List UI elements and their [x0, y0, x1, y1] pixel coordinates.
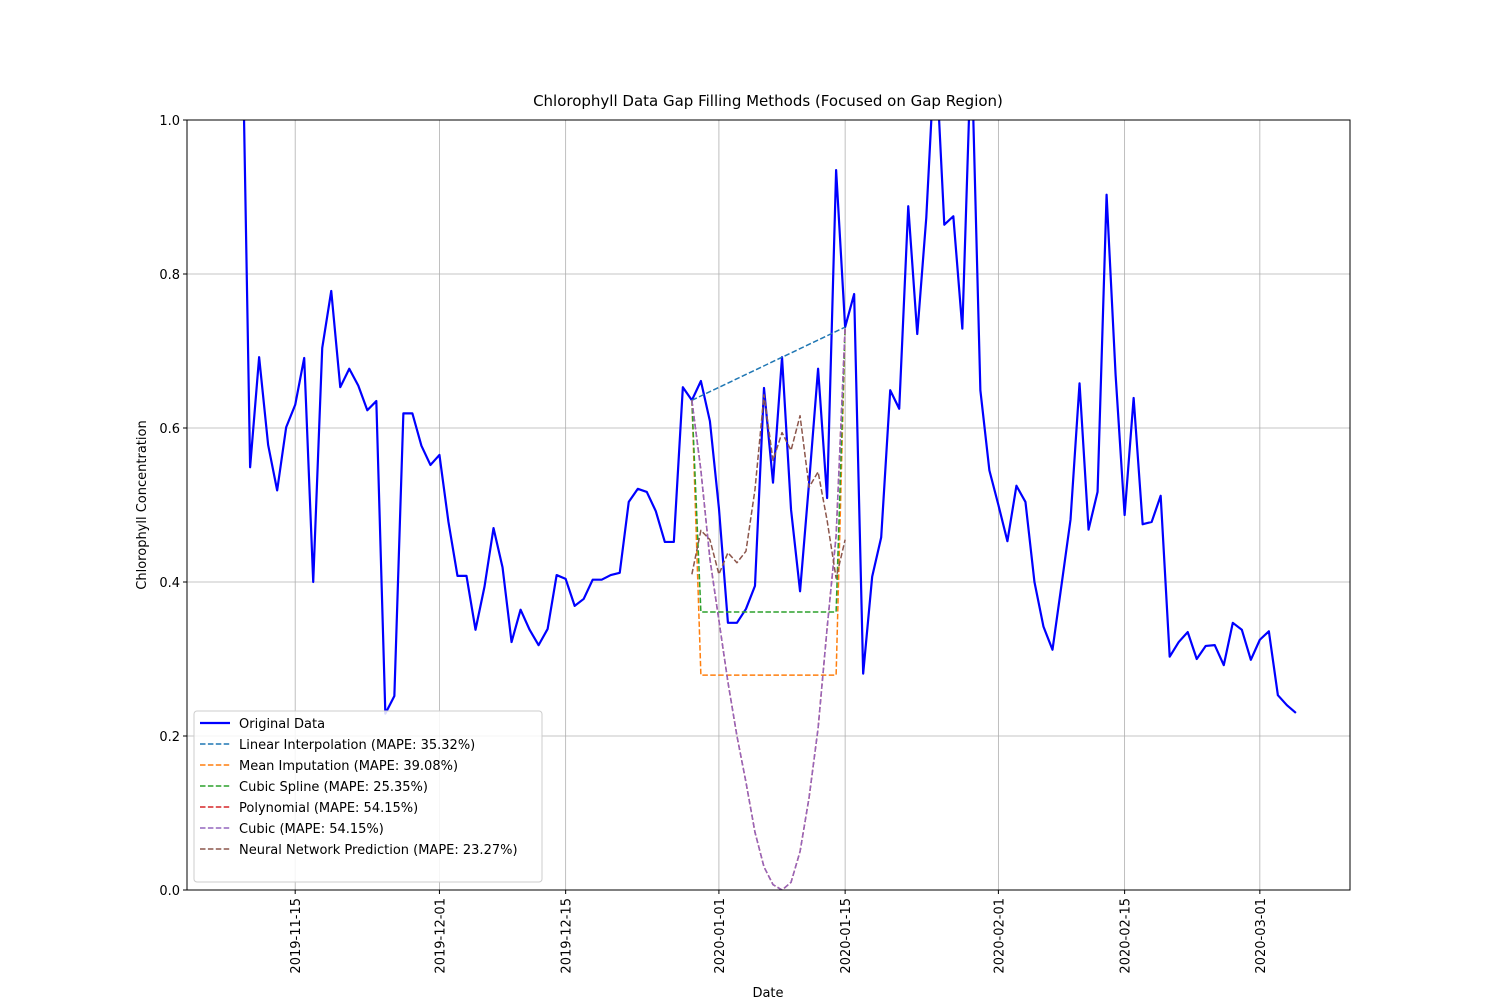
y-tick-label: 0.8 — [159, 268, 180, 283]
series-line — [691, 326, 846, 401]
x-tick-label: 2019-12-15 — [560, 898, 575, 974]
legend-label: Mean Imputation (MAPE: 39.08%) — [239, 759, 458, 774]
legend-label: Polynomial (MAPE: 54.15%) — [239, 801, 418, 816]
x-tick-label: 2020-01-01 — [713, 898, 728, 974]
x-tick-label: 2019-11-15 — [289, 898, 304, 974]
legend-label: Linear Interpolation (MAPE: 35.32%) — [239, 738, 475, 753]
plot-frame — [186, 119, 1351, 891]
series-line — [691, 327, 846, 676]
x-tick-label: 2020-03-01 — [1254, 898, 1269, 974]
x-tick-label: 2020-02-01 — [992, 898, 1007, 974]
x-tick-label: 2019-12-01 — [433, 898, 448, 974]
series-line — [691, 327, 846, 613]
legend-box — [193, 710, 543, 883]
chart-title: Chlorophyll Data Gap Filling Methods (Fo… — [533, 92, 1003, 110]
y-tick-label: 0.0 — [159, 884, 180, 899]
legend-label: Cubic Spline (MAPE: 25.35%) — [239, 780, 428, 795]
legend-label: Original Data — [239, 717, 325, 732]
x-axis-label: Date — [752, 986, 783, 1000]
series-line — [242, 120, 1297, 715]
legend: Original Data Linear Interpolation (MAPE:… — [193, 710, 543, 883]
y-tick-label: 1.0 — [159, 114, 180, 129]
x-tick-label: 2020-02-15 — [1119, 898, 1134, 974]
series-line — [691, 327, 846, 890]
y-axis-label: Chlorophyll Concentration — [135, 420, 150, 589]
ticks: 0.0 0.2 0.4 0.6 0.8 1.0 2019-11-15 2019-12-01 20… — [159, 114, 1269, 974]
x-tick-label: 2020-01-15 — [839, 898, 854, 974]
series-line — [691, 394, 846, 579]
y-tick-label: 0.6 — [159, 422, 180, 437]
legend-label: Cubic (MAPE: 54.15%) — [239, 822, 384, 837]
y-tick-label: 0.4 — [159, 576, 180, 591]
legend-label: Neural Network Prediction (MAPE: 23.27%) — [239, 843, 518, 858]
y-tick-label: 0.2 — [159, 730, 180, 745]
plot-lines — [242, 120, 1297, 890]
